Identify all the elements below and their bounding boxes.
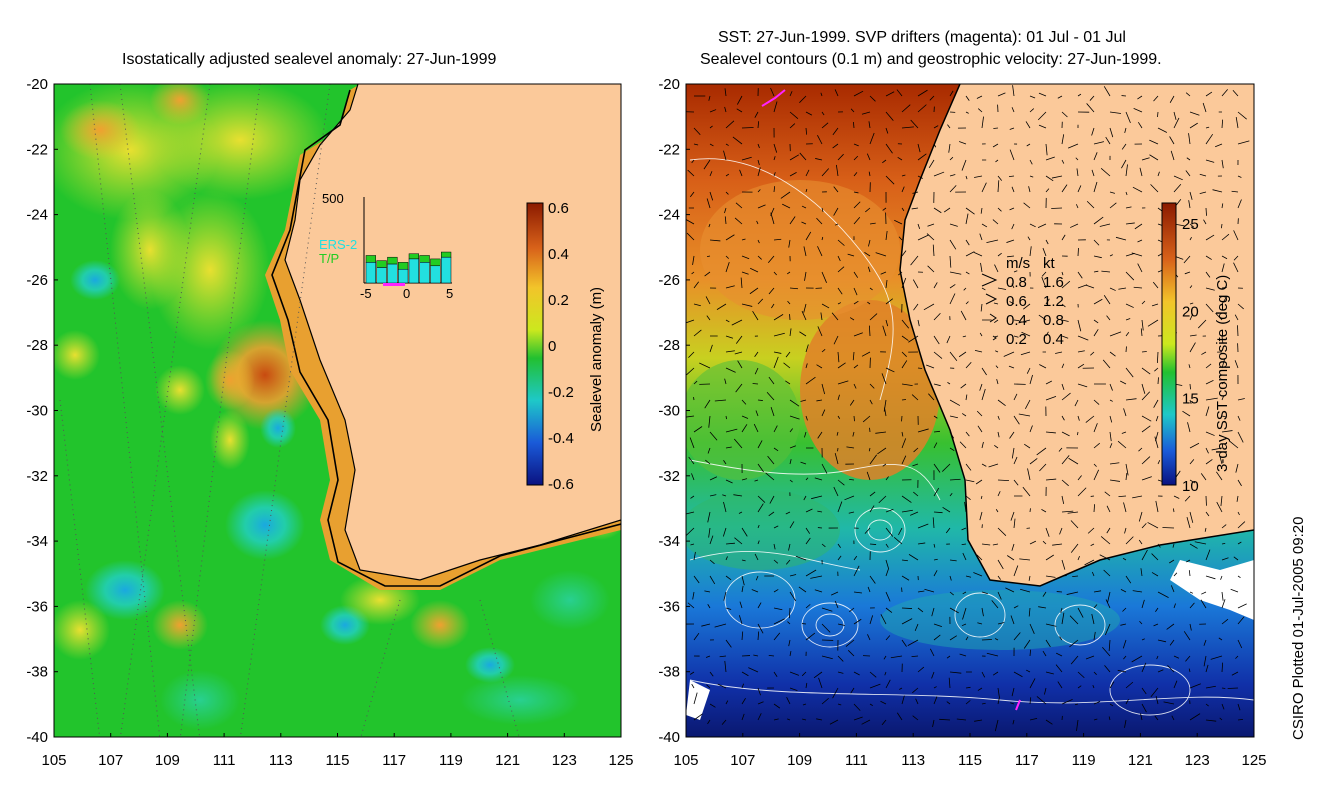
inset-bar-ers2 [419, 262, 430, 284]
x-tick-label: 111 [845, 752, 868, 769]
y-tick-label: -26 [26, 272, 48, 289]
colorbar-tick-label: 0.6 [548, 200, 569, 217]
velocity-row-3-ms: 0.4 [1006, 312, 1027, 329]
y-tick-label: -36 [658, 598, 680, 615]
x-tick-label: 123 [1185, 752, 1210, 769]
inset-legend-tp: T/P [319, 251, 339, 266]
y-tick-label: -38 [26, 664, 48, 681]
x-tick-label: 105 [673, 752, 698, 769]
x-tick-label: 109 [155, 752, 180, 769]
colorbar-tick-label: 0.2 [548, 292, 569, 309]
x-tick-label: 107 [98, 752, 123, 769]
y-tick-label: -36 [26, 598, 48, 615]
y-tick-label: -22 [658, 141, 680, 158]
inset-bar-tp [398, 262, 409, 270]
x-tick-label: 105 [41, 752, 66, 769]
y-tick-label: -28 [26, 337, 48, 354]
sealevel-colorbar-label: Sealevel anomaly (m) [588, 287, 605, 432]
inset-bar-tp [365, 255, 376, 263]
colorbar-tick-label: -0.2 [548, 384, 574, 401]
sst-map [686, 84, 1254, 737]
y-tick-label: -20 [658, 76, 680, 93]
x-tick-label: 123 [552, 752, 577, 769]
x-tick-label: 121 [1128, 752, 1153, 769]
y-tick-label: -34 [658, 533, 680, 550]
inset-ymax-label: 500 [322, 191, 344, 206]
inset-xtick-neg5: -5 [360, 286, 372, 301]
y-tick-label: -30 [658, 403, 680, 420]
y-tick-label: -34 [26, 533, 48, 550]
inset-bar-ers2 [430, 265, 441, 284]
x-tick-label: 119 [1072, 752, 1096, 769]
x-tick-label: 119 [439, 752, 463, 769]
right-map-title-line1: SST: 27-Jun-1999. SVP drifters (magenta)… [718, 29, 1126, 46]
velocity-row-1-ms: 0.8 [1006, 274, 1027, 291]
colorbar-tick-label: 0 [548, 338, 556, 355]
sst-colorbar: 25 20 15 10 3-day SST composite (deg C) [1161, 202, 1231, 495]
colorbar-tick-label: -0.4 [548, 430, 574, 447]
velocity-row-2-ms: 0.6 [1006, 293, 1027, 310]
x-tick-label: 115 [958, 752, 982, 769]
left-map-title: Isostatically adjusted sealevel anomaly:… [122, 51, 497, 68]
y-tick-label: -26 [658, 272, 680, 289]
right-map-title-line2: Sealevel contours (0.1 m) and geostrophi… [700, 51, 1162, 68]
velocity-row-2-kt: 1.2 [1043, 293, 1064, 310]
colorbar-tick-label: 10 [1182, 478, 1199, 495]
y-tick-label: -24 [26, 207, 48, 224]
y-tick-label: -20 [26, 76, 48, 93]
inset-bar-ers2 [408, 258, 419, 284]
x-tick-label: 121 [495, 752, 520, 769]
inset-bar-tp [441, 251, 452, 258]
colorbar-tick-label: 0.4 [548, 246, 569, 263]
inset-bar-tp [430, 258, 441, 267]
x-tick-label: 117 [1015, 752, 1039, 769]
y-tick-label: -40 [658, 729, 680, 746]
inset-bar-tp [376, 260, 387, 268]
y-tick-label: -30 [26, 403, 48, 420]
velocity-row-1-kt: 1.6 [1043, 274, 1064, 291]
x-tick-label: 125 [1241, 752, 1266, 769]
inset-legend-ers2: ERS-2 [319, 237, 357, 252]
y-tick-label: -38 [658, 664, 680, 681]
x-tick-label: 117 [382, 752, 406, 769]
velocity-legend: m/s kt 0.8 1.6 0.6 1.2 0.4 0.8 0.2 0.4 [981, 255, 1064, 348]
plot-credit: CSIRO Plotted 01-Jul-2005 09:20 [1290, 516, 1307, 740]
velocity-header-ms: m/s [1006, 255, 1030, 272]
y-tick-label: -22 [26, 141, 48, 158]
colorbar-tick-label: 20 [1182, 303, 1199, 320]
inset-bar-tp [387, 256, 398, 265]
velocity-row-4-kt: 0.4 [1043, 331, 1064, 348]
velocity-row-4-ms: 0.2 [1006, 331, 1027, 348]
x-tick-label: 111 [213, 752, 236, 769]
inset-xtick-5: 5 [446, 286, 453, 301]
inset-xtick-0: 0 [403, 286, 410, 301]
y-tick-label: -32 [26, 468, 48, 485]
inset-bar-ers2 [365, 262, 376, 284]
velocity-header-kt: kt [1043, 255, 1056, 272]
x-tick-label: 115 [326, 752, 350, 769]
colorbar-tick-label: -0.6 [548, 476, 574, 493]
y-tick-label: -24 [658, 207, 680, 224]
y-tick-label: -28 [658, 337, 680, 354]
inset-bar-tp [408, 253, 419, 260]
y-tick-label: -32 [658, 468, 680, 485]
altimeter-data-inset: 500 ERS-2 T/P -5 0 5 [319, 191, 453, 301]
x-tick-label: 113 [269, 752, 293, 769]
x-tick-label: 107 [730, 752, 755, 769]
x-tick-label: 109 [787, 752, 812, 769]
inset-bar-ers2 [398, 268, 409, 284]
sst-colorbar-label: 3-day SST composite (deg C) [1214, 275, 1231, 472]
inset-bar-ers2 [376, 267, 387, 284]
x-tick-label: 125 [608, 752, 633, 769]
colorbar-tick-label: 25 [1182, 216, 1199, 233]
x-tick-label: 113 [901, 752, 925, 769]
colorbar-tick-label: 15 [1182, 391, 1199, 408]
inset-bar-tp [419, 255, 430, 263]
inset-bar-ers2 [387, 263, 398, 284]
y-tick-label: -40 [26, 729, 48, 746]
velocity-row-3-kt: 0.8 [1043, 312, 1064, 329]
sealevel-colorbar: 0.6 0.4 0.2 0 -0.2 -0.4 -0.6 Sealevel anomaly … [526, 200, 605, 493]
inset-bar-ers2 [441, 256, 452, 284]
